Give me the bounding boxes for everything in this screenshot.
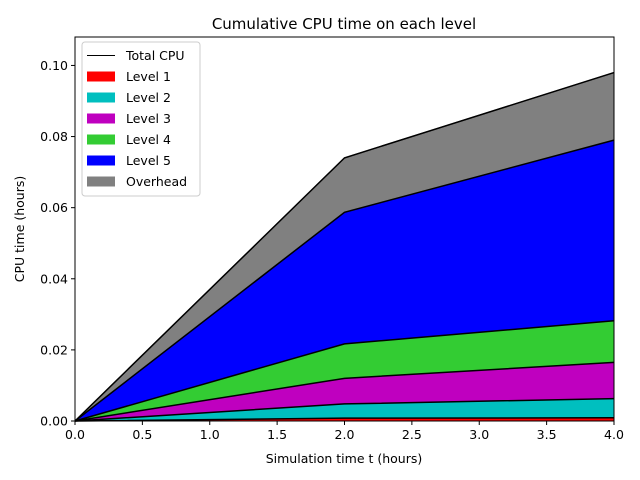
- chart-title: Cumulative CPU time on each level: [212, 15, 476, 33]
- boundary-level-4: [74, 319, 615, 422]
- legend-swatch-level-4: [87, 134, 115, 145]
- area-level-3: [75, 362, 614, 421]
- y-tick-label: 0.02: [40, 342, 68, 357]
- legend-label-level-1: Level 1: [126, 69, 171, 84]
- boundary-lines: [74, 71, 615, 422]
- legend-label-level-5: Level 5: [126, 153, 171, 168]
- legend-swatch-level-2: [87, 92, 115, 103]
- stacked-areas: [75, 72, 614, 422]
- x-tick-label: 2.0: [335, 427, 355, 442]
- boundary-level-3: [74, 361, 615, 422]
- x-tick-label: 4.0: [604, 427, 624, 442]
- area-level-2: [75, 398, 614, 421]
- boundary-level-5: [74, 139, 615, 422]
- legend-swatch-level-3: [87, 113, 115, 124]
- x-tick-label: 3.0: [469, 427, 489, 442]
- legend-label-level-3: Level 3: [126, 111, 171, 126]
- legend-swatch-overhead: [87, 176, 115, 187]
- legend-label-overhead: Overhead: [126, 174, 187, 189]
- boundary-level-2: [74, 397, 615, 422]
- y-tick-label: 0.00: [40, 414, 68, 429]
- area-level-4: [75, 320, 614, 421]
- legend-swatch-level-5: [87, 155, 115, 166]
- total-cpu-line: [74, 72, 615, 422]
- x-axis-ticks: 0.0 0.5 1.0 1.5 2.0 2.5 3.0 3.5 4.0: [65, 421, 624, 442]
- legend-label-level-2: Level 2: [126, 90, 171, 105]
- legend-label-total-cpu: Total CPU: [125, 48, 185, 63]
- x-tick-label: 2.5: [402, 427, 422, 442]
- y-tick-label: 0.06: [40, 200, 68, 215]
- x-tick-label: 1.5: [267, 427, 287, 442]
- area-level-5: [75, 140, 614, 421]
- x-tick-label: 1.0: [200, 427, 220, 442]
- y-axis-label: CPU time (hours): [12, 176, 27, 283]
- area-overhead: [75, 72, 614, 422]
- y-tick-label: 0.08: [40, 129, 68, 144]
- x-tick-label: 0.5: [132, 427, 152, 442]
- x-tick-label: 3.5: [537, 427, 557, 442]
- legend: Total CPU Level 1 Level 2 Level 3 Level 4 Lev…: [81, 41, 201, 197]
- legend-swatch-level-1: [87, 71, 115, 82]
- y-tick-label: 0.10: [40, 58, 68, 73]
- x-tick-label: 0.0: [65, 427, 85, 442]
- plot-area: 0.0 0.5 1.0 1.5 2.0 2.5 3.0 3.5 4.0 0.00 0.02 0.04…: [40, 36, 624, 442]
- boundary-level-1: [74, 417, 615, 422]
- y-tick-label: 0.04: [40, 271, 68, 286]
- y-axis-ticks: 0.00 0.02 0.04 0.06 0.08 0.10: [40, 58, 75, 429]
- x-axis-label: Simulation time t (hours): [266, 451, 423, 466]
- legend-label-level-4: Level 4: [126, 132, 171, 147]
